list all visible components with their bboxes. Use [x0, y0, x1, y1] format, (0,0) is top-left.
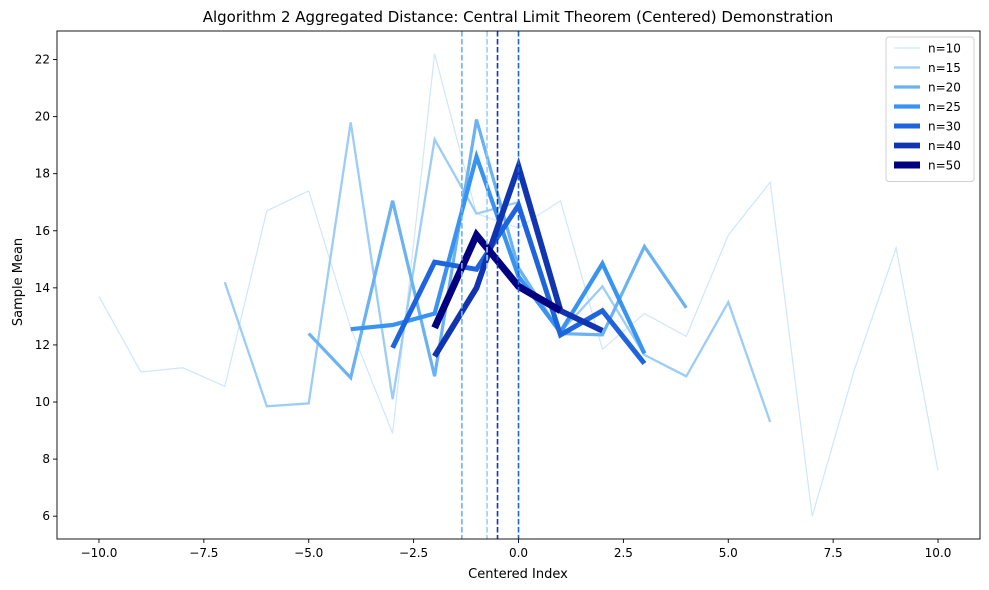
x-tick-label: −2.5 [399, 546, 428, 560]
y-tick-label: 14 [35, 281, 50, 295]
legend-label: n=20 [928, 81, 961, 95]
x-tick-label: −5.0 [294, 546, 323, 560]
y-axis-label: Sample Mean [11, 238, 26, 326]
series-line-n-30 [390, 199, 647, 366]
x-tick-label: 0.0 [509, 546, 528, 560]
x-tick-label: 5.0 [719, 546, 738, 560]
y-tick-label: 6 [42, 509, 50, 523]
y-tick-label: 20 [35, 110, 50, 124]
axes: −10.0 −7.5 −5.0 −2.5 0.0 2.5 5.0 7.5 10.0 6 8 10 12 1… [35, 30, 981, 560]
legend-label: n=10 [928, 42, 961, 56]
plot-area [98, 31, 939, 539]
x-axis-label: Centered Index [468, 567, 568, 582]
x-tick-label: 2.5 [614, 546, 633, 560]
legend-label: n=25 [928, 100, 961, 114]
chart-title: Algorithm 2 Aggregated Distance: Central… [203, 8, 834, 26]
legend-label: n=15 [928, 61, 961, 75]
y-tick-label: 22 [35, 53, 50, 67]
x-tick-label: 10.0 [925, 546, 952, 560]
series-group [98, 31, 939, 539]
y-tick-label: 16 [35, 224, 50, 238]
x-tick-label: −7.5 [189, 546, 218, 560]
legend-label: n=50 [928, 159, 961, 173]
series-line-n-50 [431, 228, 563, 330]
series-line-n-40 [432, 157, 604, 358]
y-tick-label: 8 [42, 452, 50, 466]
legend-label: n=30 [928, 120, 961, 134]
y-tick-label: 12 [35, 338, 50, 352]
y-tick-label: 10 [35, 395, 50, 409]
x-tick-label: 7.5 [824, 546, 843, 560]
legend-label: n=40 [928, 139, 961, 153]
legend: n=10 n=15 n=20 n=25 n=30 n=40 n=50 [885, 36, 975, 182]
y-tick-label: 18 [35, 167, 50, 181]
x-tick-label: −10.0 [81, 546, 118, 560]
